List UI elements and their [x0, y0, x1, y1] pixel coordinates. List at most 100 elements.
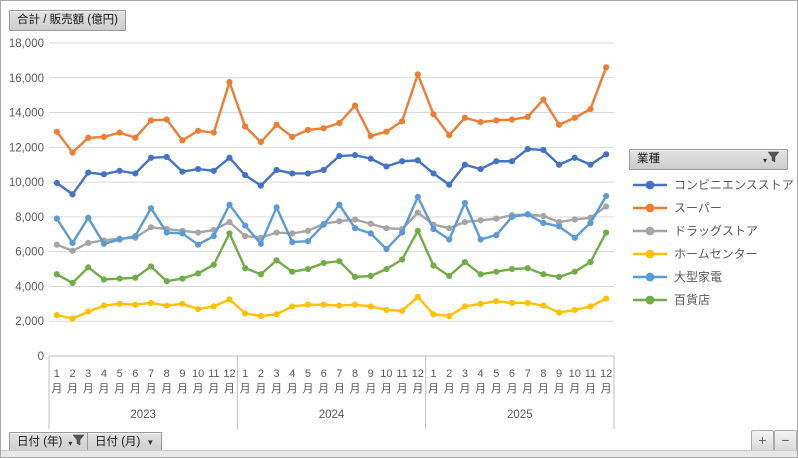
data-point: [555, 223, 563, 230]
series-field-button[interactable]: 業種 ▾: [629, 149, 788, 170]
legend-marker: [633, 180, 667, 189]
data-point: [226, 201, 233, 208]
collapse-minus-button[interactable]: −: [774, 430, 797, 452]
month-suffix-label: 月: [177, 383, 188, 395]
month-suffix-label: 月: [193, 383, 204, 395]
data-point: [383, 265, 390, 273]
expand-plus-button[interactable]: +: [751, 430, 774, 452]
month-number-label: 6: [132, 368, 138, 380]
month-suffix-label: 月: [585, 383, 596, 395]
value-field-button[interactable]: 合計 / 販売額 (億円): [9, 10, 126, 31]
data-point: [132, 232, 139, 240]
data-point: [414, 157, 421, 164]
data-point: [555, 219, 563, 226]
line-chart-plot: 0 2,000 4,000 6,000 8,000 10,000 12,000 14,000 1…: [9, 38, 615, 429]
month-suffix-label: 月: [506, 383, 517, 395]
data-point: [383, 225, 390, 232]
year-label: 2023: [130, 409, 156, 421]
month-number-label: 4: [101, 368, 107, 380]
data-point: [603, 192, 610, 200]
month-suffix-label: 月: [67, 383, 78, 395]
y-axis-tick-label: 18,000: [9, 38, 44, 50]
data-point: [147, 263, 155, 270]
month-field-label: 日付 (月): [95, 436, 141, 448]
data-point: [336, 119, 343, 127]
data-point: [226, 230, 233, 237]
month-number-label: 9: [556, 368, 562, 380]
y-axis-tick-label: 10,000: [9, 177, 44, 189]
data-point: [571, 306, 578, 314]
data-point: [399, 158, 406, 165]
legend-series-label: コンビニエンスストア: [674, 178, 794, 192]
data-point: [116, 129, 123, 136]
data-point: [540, 302, 547, 309]
data-point: [179, 137, 186, 144]
month-number-label: 12: [223, 368, 235, 380]
chevron-down-icon: ▼: [146, 438, 155, 447]
data-point: [399, 229, 406, 236]
data-point: [289, 268, 296, 275]
data-point: [116, 275, 123, 282]
filter-funnel-icon[interactable]: ▾: [763, 151, 780, 168]
data-point: [194, 165, 202, 173]
data-point: [100, 240, 108, 247]
month-suffix-label: 月: [412, 383, 423, 395]
data-point: [461, 303, 469, 310]
data-point: [399, 118, 406, 125]
legend-marker: [633, 249, 667, 258]
data-point: [69, 149, 76, 156]
data-point: [226, 296, 233, 303]
data-point: [210, 129, 217, 136]
data-point: [603, 229, 610, 236]
month-suffix-label: 月: [287, 383, 298, 395]
legend-item: 大型家電: [633, 265, 794, 288]
data-point: [493, 232, 500, 239]
data-point: [603, 295, 610, 302]
month-suffix-label: 月: [271, 383, 282, 395]
data-point: [116, 300, 123, 307]
month-suffix-label: 月: [334, 383, 345, 395]
chevron-down-icon: ▾: [762, 156, 767, 165]
data-point: [85, 308, 92, 315]
data-point: [540, 271, 547, 278]
y-axis-tick-label: 16,000: [9, 73, 44, 85]
month-suffix-label: 月: [51, 383, 62, 395]
month-number-label: 7: [525, 368, 531, 380]
data-point: [273, 204, 280, 211]
month-number-label: 1: [54, 368, 60, 380]
data-point: [383, 306, 390, 314]
data-point: [461, 199, 469, 207]
month-number-label: 7: [148, 368, 154, 380]
data-point: [257, 139, 264, 146]
data-point: [524, 211, 531, 218]
data-point: [351, 102, 359, 109]
data-point: [304, 126, 312, 134]
data-point: [461, 161, 469, 168]
date-year-field-button[interactable]: 日付 (年) ▾: [9, 432, 94, 453]
data-point: [383, 163, 390, 170]
data-point: [571, 154, 578, 161]
data-point: [69, 191, 76, 198]
year-label: 2024: [319, 409, 345, 421]
month-suffix-label: 月: [522, 383, 533, 395]
data-point: [320, 301, 327, 308]
year-field-label: 日付 (年): [17, 436, 63, 448]
data-point: [524, 145, 531, 153]
data-point: [53, 241, 60, 248]
data-point: [163, 229, 170, 236]
month-suffix-label: 月: [365, 383, 376, 395]
data-point: [242, 232, 249, 240]
legend-item: スーパー: [633, 196, 794, 219]
chart-title: 合計 / 販売額 (億円): [17, 14, 118, 26]
data-point: [132, 134, 139, 141]
data-point: [273, 121, 280, 128]
month-suffix-label: 月: [428, 383, 439, 395]
data-point: [351, 152, 359, 159]
legend-marker: [633, 203, 667, 212]
data-point: [147, 224, 155, 231]
data-point: [430, 262, 437, 269]
year-filter-funnel-icon[interactable]: ▾: [68, 434, 85, 451]
data-point: [555, 121, 563, 128]
data-point: [242, 310, 249, 317]
data-point: [163, 153, 170, 160]
